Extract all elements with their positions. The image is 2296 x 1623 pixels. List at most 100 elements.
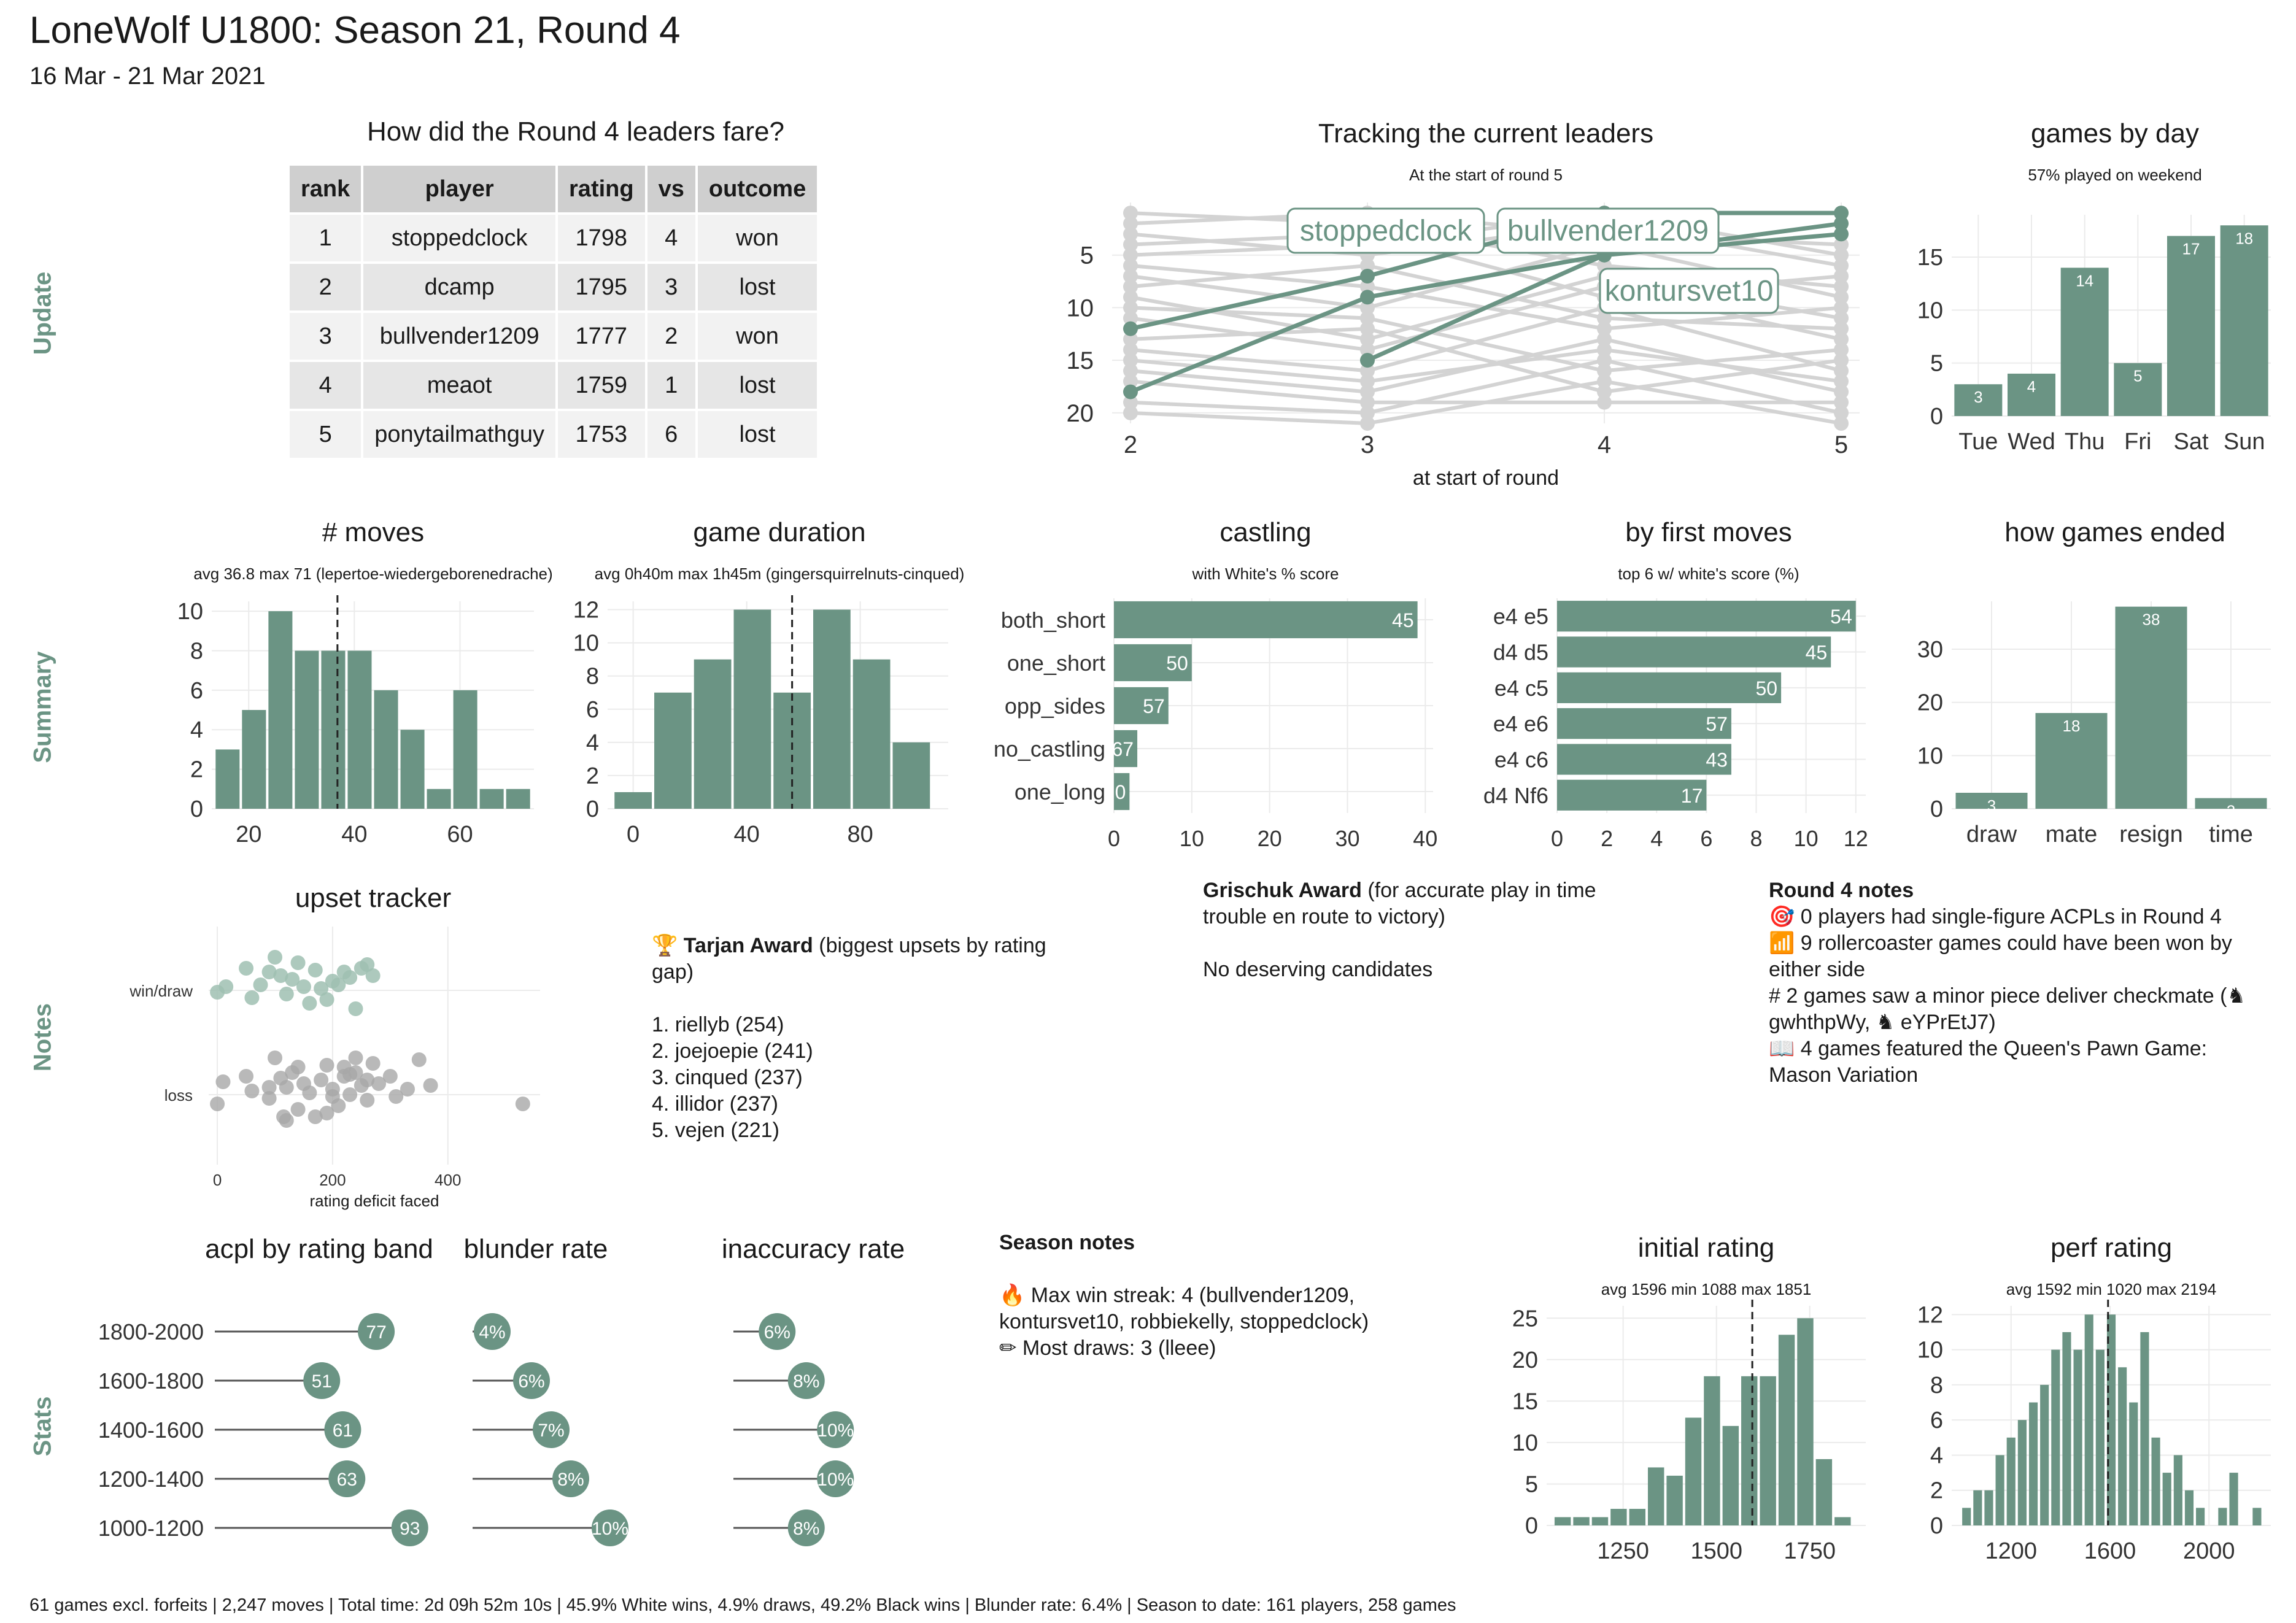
- cell-rating: 1753: [558, 411, 645, 458]
- scatter-point-win: [261, 965, 277, 979]
- data-label: 3: [1974, 388, 1982, 406]
- tick-label-x: 1200: [1985, 1538, 2037, 1564]
- series-point: [1834, 247, 1849, 263]
- scatter-point-loss: [382, 1069, 398, 1084]
- series-line: [1130, 306, 1842, 373]
- scatter-point-win: [268, 950, 282, 965]
- data-label: 17: [1681, 785, 1703, 807]
- tick-label-y: e4 e6: [1493, 711, 1548, 736]
- tick-label-y: win/draw: [129, 982, 193, 1000]
- list-item: 3. cinqued (237): [652, 1066, 803, 1089]
- chart-subtitle: avg 36.8 max 71 (lepertoe-wiedergeborene…: [193, 565, 552, 583]
- chart-title: blunder rate: [464, 1234, 608, 1264]
- data-label: 77: [366, 1322, 386, 1343]
- scatter-point-loss: [210, 1097, 225, 1111]
- lollipop-dot: [324, 1411, 361, 1448]
- tick-label-y: 12: [1917, 1302, 1943, 1328]
- col-header-rank: rank: [290, 166, 361, 212]
- tick-label-x: 60: [447, 822, 473, 847]
- data-label: 50: [1755, 677, 1777, 700]
- tick-label-x: 40: [341, 822, 367, 847]
- bar: [2118, 1367, 2127, 1525]
- bar: [2060, 268, 2109, 416]
- series-point: [1834, 353, 1849, 368]
- scatter-point-loss: [515, 1097, 530, 1111]
- series-point: [1123, 216, 1138, 231]
- tick-label-x: 1600: [2084, 1538, 2136, 1564]
- data-label: 51: [312, 1371, 332, 1392]
- scatter-point-loss: [268, 1051, 282, 1065]
- tick-label-y: 10: [573, 631, 599, 657]
- table-row: 5 ponytailmathguy 1753 6 lost: [290, 411, 818, 458]
- series-line: [1130, 379, 1841, 404]
- data-label: 14: [2076, 271, 2093, 290]
- scatter-point-loss: [371, 1076, 387, 1091]
- tick-label-x: 5: [1834, 431, 1848, 458]
- series-point: [1123, 226, 1138, 242]
- col-header-player: player: [363, 166, 556, 212]
- series-point: [1597, 310, 1612, 326]
- list-item: # 2 games saw a minor piece deliver chec…: [1769, 984, 2246, 1034]
- grischuk-title: Grischuk Award: [1203, 879, 1362, 902]
- tick-label-x: 200: [319, 1171, 346, 1189]
- bar: [813, 609, 851, 809]
- list-item: 1. riellyb (254): [652, 1013, 784, 1036]
- bar: [1834, 1517, 1851, 1525]
- chart-subtitle: 57% played on weekend: [2028, 166, 2201, 184]
- scatter-point-loss: [365, 1056, 381, 1071]
- cell-rank: 3: [290, 313, 361, 360]
- chart-title: # moves: [322, 517, 424, 547]
- bar: [2051, 1349, 2060, 1525]
- bar: [2106, 1314, 2116, 1525]
- series-point: [1360, 395, 1375, 410]
- scatter-point-loss: [319, 1058, 334, 1073]
- data-label: 8%: [557, 1470, 584, 1490]
- cell-rating: 1795: [558, 264, 645, 310]
- bar: [374, 690, 398, 809]
- tick-label-y: 4: [586, 730, 599, 756]
- bar: [1722, 1425, 1739, 1525]
- bar: [295, 650, 319, 809]
- scatter-point-win: [253, 977, 268, 992]
- tick-label-y: 15: [1917, 245, 1943, 271]
- bar: [1954, 384, 2003, 416]
- list-item: 📖 4 games featured the Queen's Pawn Game…: [1769, 1037, 2208, 1087]
- leader-point: [1123, 321, 1138, 336]
- cell-rank: 1: [290, 215, 361, 261]
- bar: [1741, 1376, 1758, 1525]
- series-point: [1123, 331, 1138, 347]
- scatter-point-loss: [290, 1102, 306, 1117]
- series-line: [1130, 263, 1842, 331]
- tick-label-y: d4 Nf6: [1483, 783, 1548, 808]
- bar: [1114, 687, 1169, 725]
- tick-label-x: 4: [1598, 431, 1611, 458]
- tick-label-x: 20: [236, 822, 261, 847]
- series-point: [1834, 395, 1849, 410]
- bar: [479, 788, 504, 809]
- tick-label-x: 20: [1258, 826, 1282, 851]
- season-notes-title: Season notes: [999, 1231, 1135, 1254]
- leader-point: [1834, 226, 1849, 242]
- series-point: [1597, 353, 1612, 368]
- data-label: 17: [2182, 240, 2200, 258]
- scatter-point-loss: [244, 1084, 260, 1098]
- tick-label-y: 20: [1512, 1347, 1538, 1373]
- tick-label-y: 0: [1525, 1513, 1538, 1539]
- tick-label-x: draw: [1966, 822, 2017, 847]
- series-point: [1360, 416, 1375, 431]
- tick-label-x: 12: [1844, 826, 1868, 851]
- tick-label-y: 25: [1512, 1306, 1538, 1332]
- tick-label-x: Tue: [1958, 429, 1998, 455]
- tick-label-x: 0: [1551, 826, 1563, 851]
- lollipop-dot: [787, 1509, 825, 1546]
- bar: [892, 742, 930, 809]
- data-label: 50: [1166, 652, 1188, 674]
- tick-label-y: 8: [1930, 1373, 1943, 1398]
- series-point: [1123, 374, 1138, 389]
- leader-label: bullvender1209: [1507, 215, 1709, 247]
- scatter-point-win: [319, 992, 334, 1007]
- leader-label: stoppedclock: [1300, 215, 1472, 247]
- data-label: 45: [1806, 642, 1828, 664]
- bar: [2167, 236, 2215, 416]
- scatter-point-loss: [261, 1080, 277, 1095]
